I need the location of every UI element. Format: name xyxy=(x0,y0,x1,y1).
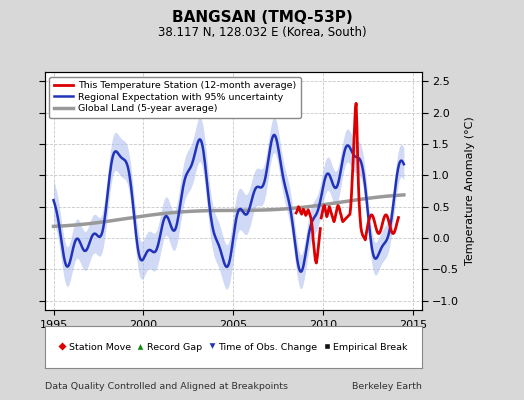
Text: BANGSAN (TMQ-53P): BANGSAN (TMQ-53P) xyxy=(172,10,352,25)
Text: Berkeley Earth: Berkeley Earth xyxy=(352,382,422,391)
Legend: Station Move, Record Gap, Time of Obs. Change, Empirical Break: Station Move, Record Gap, Time of Obs. C… xyxy=(54,339,412,355)
Text: Data Quality Controlled and Aligned at Breakpoints: Data Quality Controlled and Aligned at B… xyxy=(45,382,288,391)
Legend: This Temperature Station (12-month average), Regional Expectation with 95% uncer: This Temperature Station (12-month avera… xyxy=(49,77,301,118)
Text: 38.117 N, 128.032 E (Korea, South): 38.117 N, 128.032 E (Korea, South) xyxy=(158,26,366,39)
Y-axis label: Temperature Anomaly (°C): Temperature Anomaly (°C) xyxy=(465,117,475,265)
